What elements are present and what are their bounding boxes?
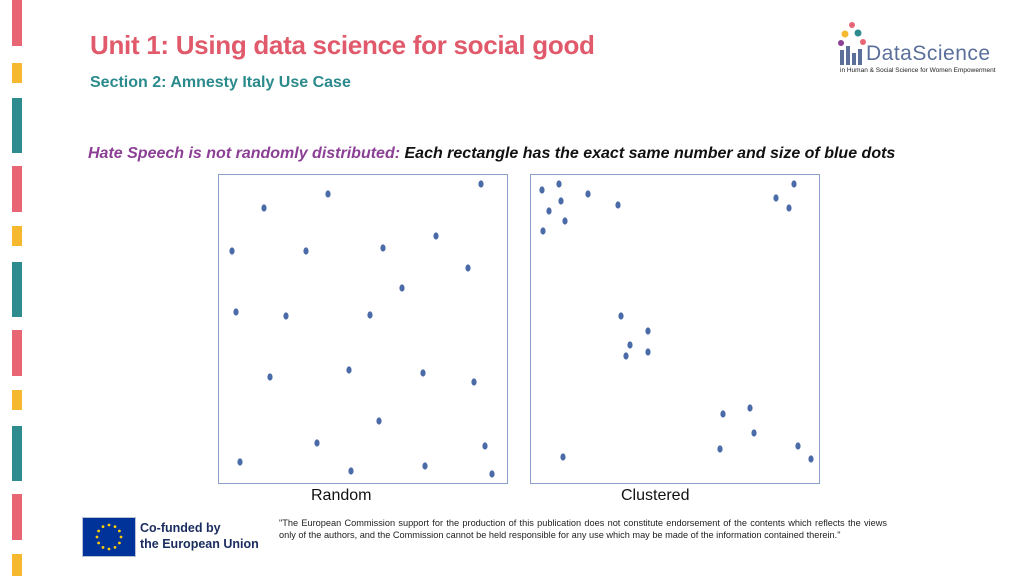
dot bbox=[420, 369, 426, 377]
logo-graphic-icon bbox=[838, 22, 866, 65]
clustered-dots bbox=[539, 180, 814, 463]
eu-cofunded-text: Co-funded by the European Union bbox=[140, 520, 260, 552]
eu-cofunded-logo: Co-funded by the European Union bbox=[82, 517, 260, 557]
dot bbox=[747, 404, 753, 412]
dot bbox=[791, 180, 797, 188]
dot bbox=[751, 429, 757, 437]
dot bbox=[376, 417, 382, 425]
bar-red bbox=[12, 330, 22, 376]
bar-yellow bbox=[12, 390, 22, 410]
eu-disclaimer: "The European Commission support for the… bbox=[279, 518, 887, 540]
dot bbox=[808, 455, 814, 463]
dot bbox=[717, 445, 723, 453]
dot bbox=[720, 410, 726, 418]
bar-red bbox=[12, 494, 22, 540]
bar-red bbox=[12, 0, 22, 46]
bar-yellow bbox=[12, 63, 22, 83]
dot bbox=[433, 232, 439, 240]
dot bbox=[623, 352, 629, 360]
eu-flag-icon bbox=[82, 517, 136, 557]
eu-line-1: Co-funded by bbox=[140, 521, 221, 535]
eu-line-2: the European Union bbox=[140, 537, 259, 551]
dot bbox=[399, 284, 405, 292]
dot bbox=[546, 207, 552, 215]
page-title: Unit 1: Using data science for social go… bbox=[90, 30, 595, 60]
dot bbox=[560, 453, 566, 461]
dot bbox=[615, 201, 621, 209]
bar-yellow bbox=[12, 226, 22, 246]
dot bbox=[380, 244, 386, 252]
side-color-bars bbox=[12, 0, 22, 576]
dot bbox=[556, 180, 562, 188]
dot bbox=[645, 348, 651, 356]
dot bbox=[348, 467, 354, 475]
dot bbox=[539, 186, 545, 194]
dot bbox=[489, 470, 495, 478]
dot bbox=[229, 247, 235, 255]
datascience-logo: DataScience in Human & Social Science fo… bbox=[836, 20, 1011, 80]
section-subtitle: Section 2: Amnesty Italy Use Case bbox=[90, 74, 351, 91]
bar-teal bbox=[12, 262, 22, 317]
random-label: Random bbox=[311, 487, 372, 504]
dot bbox=[367, 311, 373, 319]
headline: Hate Speech is not randomly distributed:… bbox=[88, 145, 895, 163]
dot bbox=[562, 217, 568, 225]
bar-red bbox=[12, 166, 22, 212]
dot bbox=[478, 180, 484, 188]
dot bbox=[283, 312, 289, 320]
dot bbox=[233, 308, 239, 316]
dot bbox=[540, 227, 546, 235]
dot bbox=[325, 190, 331, 198]
clustered-panel bbox=[530, 174, 820, 484]
bar-yellow bbox=[12, 554, 22, 576]
dot bbox=[618, 312, 624, 320]
dot bbox=[314, 439, 320, 447]
clustered-label: Clustered bbox=[621, 487, 690, 504]
dot bbox=[237, 458, 243, 466]
dot bbox=[786, 204, 792, 212]
dot bbox=[645, 327, 651, 335]
dot bbox=[465, 264, 471, 272]
random-dots bbox=[229, 180, 495, 478]
dot bbox=[346, 366, 352, 374]
dot bbox=[422, 462, 428, 470]
random-panel bbox=[218, 174, 508, 484]
logo-wordmark: DataScience bbox=[866, 42, 991, 65]
bar-teal bbox=[12, 426, 22, 481]
dot bbox=[627, 341, 633, 349]
dot bbox=[471, 378, 477, 386]
dot bbox=[303, 247, 309, 255]
dot bbox=[558, 197, 564, 205]
dot bbox=[585, 190, 591, 198]
headline-lead: Hate Speech is not randomly distributed: bbox=[88, 145, 401, 162]
dot bbox=[795, 442, 801, 450]
bar-teal bbox=[12, 98, 22, 153]
dot bbox=[261, 204, 267, 212]
dot bbox=[482, 442, 488, 450]
headline-rest: Each rectangle has the exact same number… bbox=[400, 145, 896, 162]
dot bbox=[773, 194, 779, 202]
logo-tagline: in Human & Social Science for Women Empo… bbox=[840, 67, 996, 74]
dot bbox=[267, 373, 273, 381]
